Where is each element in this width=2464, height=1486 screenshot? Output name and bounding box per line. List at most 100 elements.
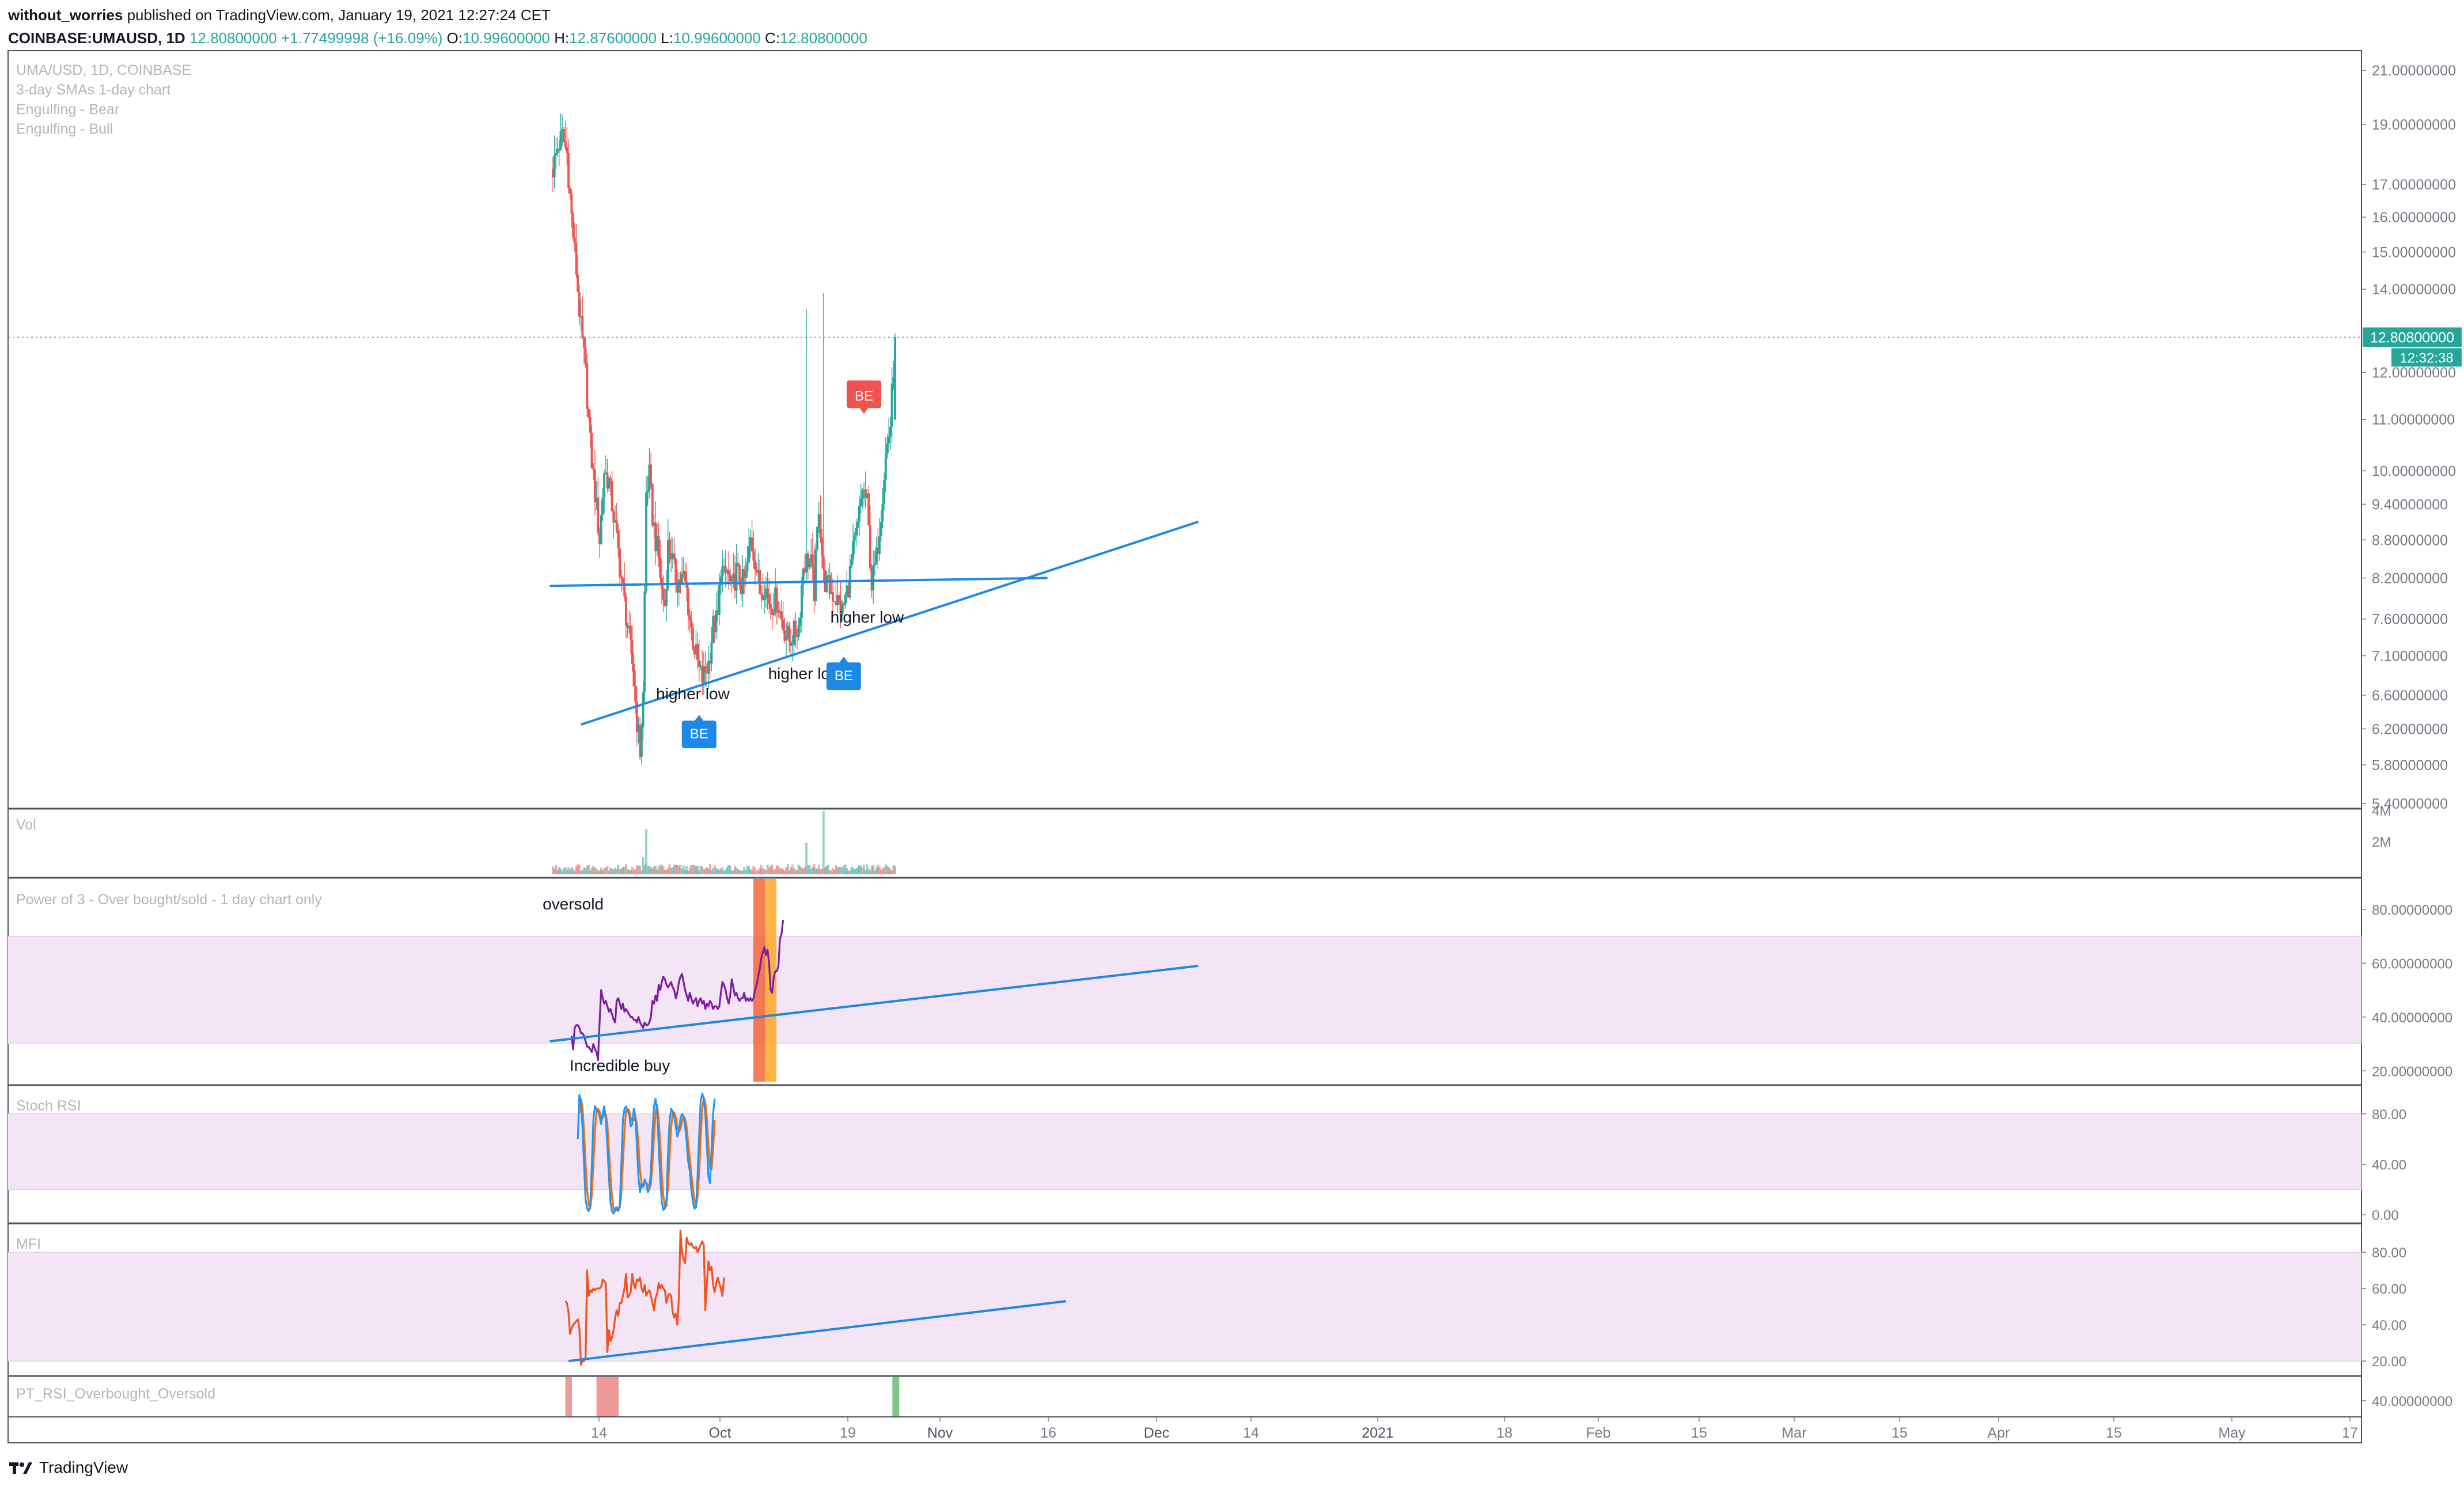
- candle-body: [726, 570, 729, 573]
- candle-body: [555, 153, 558, 156]
- time-tick-label: 19: [840, 1425, 856, 1441]
- stoch-k-line: [577, 1093, 716, 1215]
- volume-bar: [606, 866, 609, 874]
- volume-bar: [564, 867, 567, 874]
- candle-body: [611, 480, 613, 511]
- candle-body: [847, 585, 850, 598]
- volume-bar: [695, 866, 697, 874]
- volume-bar: [639, 866, 642, 874]
- candle-body: [737, 563, 740, 566]
- candle-body: [743, 569, 745, 578]
- candle-body: [878, 536, 881, 554]
- volume-bar: [796, 870, 798, 874]
- volume-bar: [587, 865, 590, 874]
- volume-bar: [880, 870, 882, 874]
- candle-body: [766, 588, 769, 594]
- candle-body: [888, 437, 890, 444]
- volume-bar: [687, 870, 689, 874]
- volume-bar: [657, 866, 660, 874]
- volume-bar: [718, 870, 721, 874]
- volume-bar: [567, 867, 570, 874]
- time-tick-label: 18: [1496, 1425, 1512, 1441]
- tradingview-logo-icon[interactable]: [8, 1459, 33, 1476]
- candle-body: [748, 545, 750, 563]
- volume-bar: [556, 870, 559, 874]
- candle-body: [703, 666, 705, 683]
- candle-body: [812, 554, 814, 567]
- candle-body: [746, 562, 749, 572]
- volume-bar: [619, 869, 621, 874]
- candle-body: [801, 585, 803, 618]
- time-tick-label: Oct: [709, 1425, 731, 1441]
- volume-bar: [621, 866, 624, 874]
- candle-body: [650, 464, 652, 484]
- volume-bar: [848, 870, 851, 874]
- volume-bar: [866, 864, 869, 874]
- volume-bar: [650, 867, 652, 874]
- volume-bar: [637, 865, 640, 874]
- candle-body: [738, 565, 741, 585]
- candle-body: [621, 578, 624, 583]
- price-tick-label: 5.40000000: [2372, 796, 2448, 812]
- symbol-label: COINBASE:UMAUSD, 1D: [8, 29, 185, 47]
- volume-bar: [645, 829, 647, 874]
- volume-bar: [824, 867, 827, 874]
- price-tick-label: 7.60000000: [2372, 612, 2448, 628]
- power3-tick-label: 60.00000000: [2372, 956, 2452, 972]
- candle-body: [783, 630, 786, 641]
- candle-body: [786, 626, 789, 637]
- volume-bar: [822, 811, 825, 874]
- volume-bar: [785, 867, 787, 874]
- power3-tick-label: 80.00000000: [2372, 903, 2452, 918]
- volume-bar: [832, 868, 834, 874]
- candle-body: [715, 610, 718, 632]
- candle-body: [856, 521, 859, 528]
- high-label: H:: [554, 29, 570, 47]
- volume-bar: [847, 870, 850, 874]
- published-text: published on TradingView.com, January 19…: [127, 6, 551, 24]
- price-tick-label: 9.40000000: [2372, 496, 2448, 513]
- volume-bar: [805, 843, 808, 874]
- volume-bar: [777, 866, 780, 874]
- volume-bar: [646, 865, 649, 874]
- candle-body: [587, 408, 590, 418]
- candle-body: [775, 587, 778, 611]
- volume-bar: [861, 867, 864, 874]
- candle-body: [583, 338, 585, 348]
- volume-bar: [761, 868, 764, 874]
- volume-bar: [884, 864, 887, 874]
- candle-body: [625, 596, 627, 626]
- power3-tick-label: 40.00000000: [2372, 1010, 2452, 1026]
- chart-area[interactable]: 21.00000000 19.00000000 17.00000000 16.0000…: [0, 47, 2464, 1453]
- price-tick-label: 12.00000000: [2372, 365, 2456, 381]
- candle-body: [779, 611, 782, 613]
- candle-body: [721, 567, 724, 577]
- candle-body: [853, 535, 856, 541]
- candle-body: [827, 575, 829, 577]
- volume-bar: [723, 870, 725, 874]
- tradingview-brand[interactable]: TradingView: [39, 1458, 128, 1476]
- volume-bar: [856, 867, 859, 874]
- candle-body: [810, 554, 813, 561]
- pt-rsi-legend: PT_RSI_Overbought_Oversold: [16, 1386, 215, 1402]
- candle-body: [713, 616, 716, 632]
- author-name[interactable]: without_worries: [8, 6, 123, 24]
- candle-body: [790, 642, 792, 646]
- candle-body: [727, 570, 730, 575]
- volume-bar: [608, 870, 611, 874]
- candle-body: [816, 526, 818, 550]
- candle-body: [750, 537, 753, 552]
- volume-bar: [623, 866, 626, 874]
- volume-bar: [881, 868, 884, 874]
- volume-bar: [738, 870, 741, 874]
- candle-body: [712, 616, 714, 643]
- volume-bar: [786, 864, 789, 874]
- candle-body: [884, 453, 887, 480]
- candle-body: [559, 131, 562, 150]
- candle-body: [617, 530, 620, 549]
- volume-bar: [869, 870, 871, 874]
- indicator-legend: 3-day SMAs 1-day chart: [16, 82, 170, 98]
- volume-bar: [835, 865, 837, 874]
- candle-body: [850, 559, 853, 567]
- candle-body: [674, 558, 677, 583]
